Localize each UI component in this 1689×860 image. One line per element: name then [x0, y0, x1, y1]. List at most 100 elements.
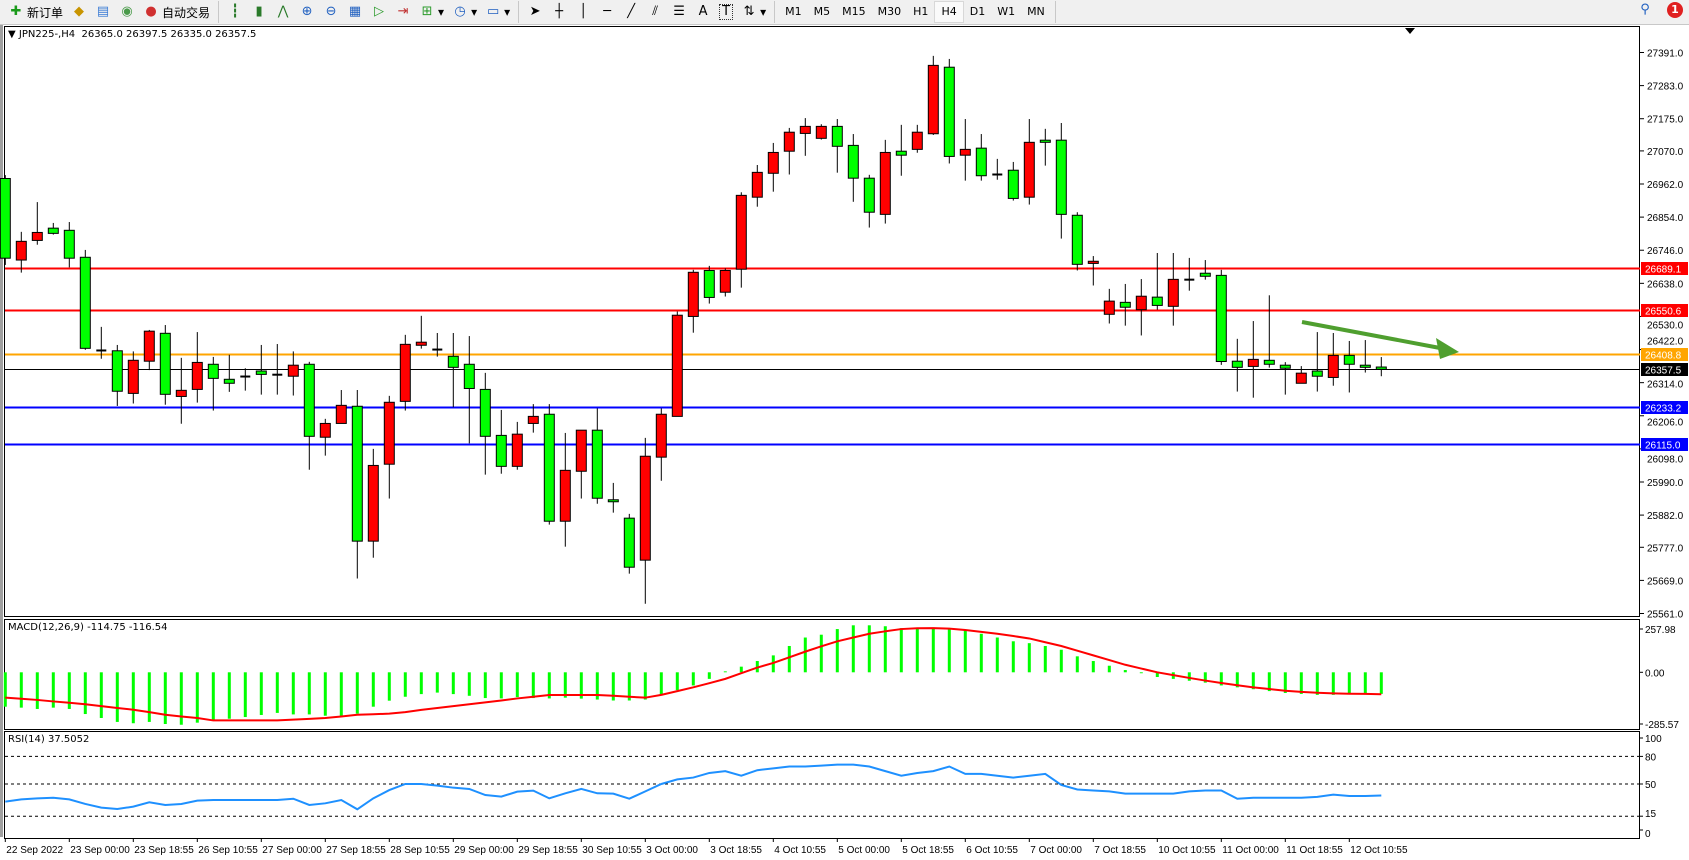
- candle-bullish: [1103, 300, 1115, 315]
- gold-bar-icon: ◆: [74, 4, 85, 19]
- candle-bullish: [1167, 278, 1179, 307]
- candle-bullish: [175, 389, 187, 397]
- candle-bullish: [1023, 141, 1035, 198]
- trendline-icon: ╱: [627, 4, 636, 19]
- arrows-icon: ⇅: [743, 4, 755, 19]
- text-label-button[interactable]: T: [715, 2, 737, 22]
- candle-bullish: [959, 148, 971, 156]
- price-level-tag-label: 26357.5: [1645, 366, 1682, 377]
- notification-badge[interactable]: 1: [1667, 2, 1683, 18]
- price-tick-label: 25561.0: [1647, 610, 1684, 621]
- auto-scroll-button[interactable]: ▷: [367, 2, 391, 22]
- candle-bullish: [383, 401, 395, 465]
- ohlc-values: 26365.0 26397.5 26335.0 26357.5: [81, 29, 257, 40]
- new-order-button[interactable]: ✚ 新订单: [4, 2, 67, 22]
- signals-button[interactable]: ◉: [115, 2, 139, 22]
- time-axis-label: 29 Sep 00:00: [454, 845, 514, 856]
- trendline-button[interactable]: ╱: [619, 2, 643, 22]
- macd-axis-label: 257.98: [1645, 625, 1676, 636]
- candle-bearish: [543, 413, 555, 522]
- zoom-out-button[interactable]: ⊖: [319, 2, 343, 22]
- equidistant-channel-button[interactable]: ⫽: [643, 2, 667, 22]
- cursor-button[interactable]: ➤: [523, 2, 547, 22]
- periods-icon: ◷: [454, 4, 466, 19]
- candle-bearish: [255, 370, 267, 375]
- time-axis-label: 11 Oct 18:55: [1286, 845, 1343, 856]
- candle-bearish: [207, 363, 219, 379]
- price-tick-label: 25882.0: [1647, 511, 1684, 522]
- candle-bullish: [799, 125, 811, 134]
- horizontal-line-button[interactable]: ─: [595, 2, 619, 22]
- search-icon[interactable]: ⚲: [1640, 2, 1650, 17]
- time-axis-label: 3 Oct 00:00: [646, 845, 698, 856]
- candle-bearish: [1231, 360, 1243, 368]
- timeframe-d1[interactable]: D1: [969, 5, 986, 18]
- timeframe-m5[interactable]: M5: [813, 5, 831, 18]
- new-order-icon: ✚: [10, 4, 22, 19]
- candle-bullish: [191, 361, 203, 390]
- bar-chart-icon: ┇: [231, 4, 239, 19]
- window-border: [0, 25, 3, 837]
- main-chart-panel[interactable]: [4, 26, 1640, 617]
- chart-shift-button[interactable]: ⇥: [391, 2, 415, 22]
- price-level-tag-label: 26408.8: [1645, 351, 1682, 362]
- timeframe-m15[interactable]: M15: [842, 5, 866, 18]
- candlestick-button[interactable]: ▮: [247, 2, 271, 22]
- timeframe-m1[interactable]: M1: [785, 5, 802, 18]
- bar-chart-button[interactable]: ┇: [223, 2, 247, 22]
- vertical-line-button[interactable]: │: [571, 2, 595, 22]
- time-axis-label: 7 Oct 00:00: [1030, 845, 1082, 856]
- timeframe-w1[interactable]: W1: [997, 5, 1016, 18]
- history-center-button[interactable]: ▤: [91, 2, 115, 22]
- crosshair-button[interactable]: ┼: [547, 2, 571, 22]
- price-level-tag-label: 26550.6: [1645, 307, 1682, 318]
- price-tick-label: 26854.0: [1647, 213, 1684, 224]
- time-axis-label: 3 Oct 18:55: [710, 845, 762, 856]
- candle-bullish: [575, 429, 587, 472]
- indicators-button[interactable]: ⊞ ▾: [415, 2, 448, 22]
- candle-bearish: [303, 363, 315, 437]
- time-axis-label: 27 Sep 00:00: [262, 845, 322, 856]
- candle-bullish: [527, 415, 539, 424]
- time-axis-label: 11 Oct 00:00: [1222, 845, 1279, 856]
- periods-button[interactable]: ◷ ▾: [448, 2, 481, 22]
- candle-bearish: [975, 147, 987, 177]
- dropdown-triangle-icon[interactable]: ▼: [8, 29, 16, 40]
- fibonacci-button[interactable]: ☰: [667, 2, 691, 22]
- market-watch-button[interactable]: ◆: [67, 2, 91, 22]
- candle-bullish: [687, 271, 699, 317]
- time-axis-label: 26 Sep 10:55: [198, 845, 258, 856]
- line-chart-button[interactable]: ⋀: [271, 2, 295, 22]
- history-center-icon: ▤: [96, 4, 110, 19]
- timeframe-h4[interactable]: H4: [934, 1, 964, 23]
- timeframe-h1[interactable]: H1: [913, 5, 929, 18]
- arrows-button[interactable]: ⇅ ▾: [737, 2, 770, 22]
- candle-bullish: [671, 314, 683, 417]
- price-tick-label: 26098.0: [1647, 455, 1684, 466]
- tile-windows-button[interactable]: ▦: [343, 2, 367, 22]
- main-toolbar-group: ✚ 新订单 ◆ ▤ ◉ ● 自动交易: [0, 1, 220, 23]
- candle-bearish: [863, 177, 875, 213]
- templates-button[interactable]: ▭ ▾: [486, 4, 511, 19]
- rsi-axis-label: 80: [1645, 752, 1657, 763]
- candle-bullish: [735, 194, 747, 270]
- candle-bearish: [623, 517, 635, 568]
- zoom-in-button[interactable]: ⊕: [295, 2, 319, 22]
- candle-bullish: [767, 151, 779, 174]
- rsi-line: [5, 763, 1382, 811]
- price-tick-label: 26638.0: [1647, 279, 1684, 290]
- rsi-panel[interactable]: [4, 731, 1640, 839]
- candle-bullish: [751, 171, 763, 198]
- candle-bullish: [639, 455, 651, 561]
- rsi-label: RSI(14) 37.5052: [8, 734, 90, 745]
- time-axis-label: 6 Oct 10:55: [966, 845, 1018, 856]
- timeframe-m30[interactable]: M30: [877, 5, 902, 18]
- macd-label: MACD(12,26,9) -114.75 -116.54: [8, 622, 168, 633]
- candle-bearish: [479, 388, 491, 437]
- text-button[interactable]: A: [691, 2, 715, 22]
- timeframe-mn[interactable]: MN: [1027, 5, 1045, 18]
- price-level-tag-label: 26115.0: [1645, 441, 1681, 452]
- auto-trading-button[interactable]: ● 自动交易: [139, 2, 214, 22]
- time-axis-label: 27 Sep 18:55: [326, 845, 386, 856]
